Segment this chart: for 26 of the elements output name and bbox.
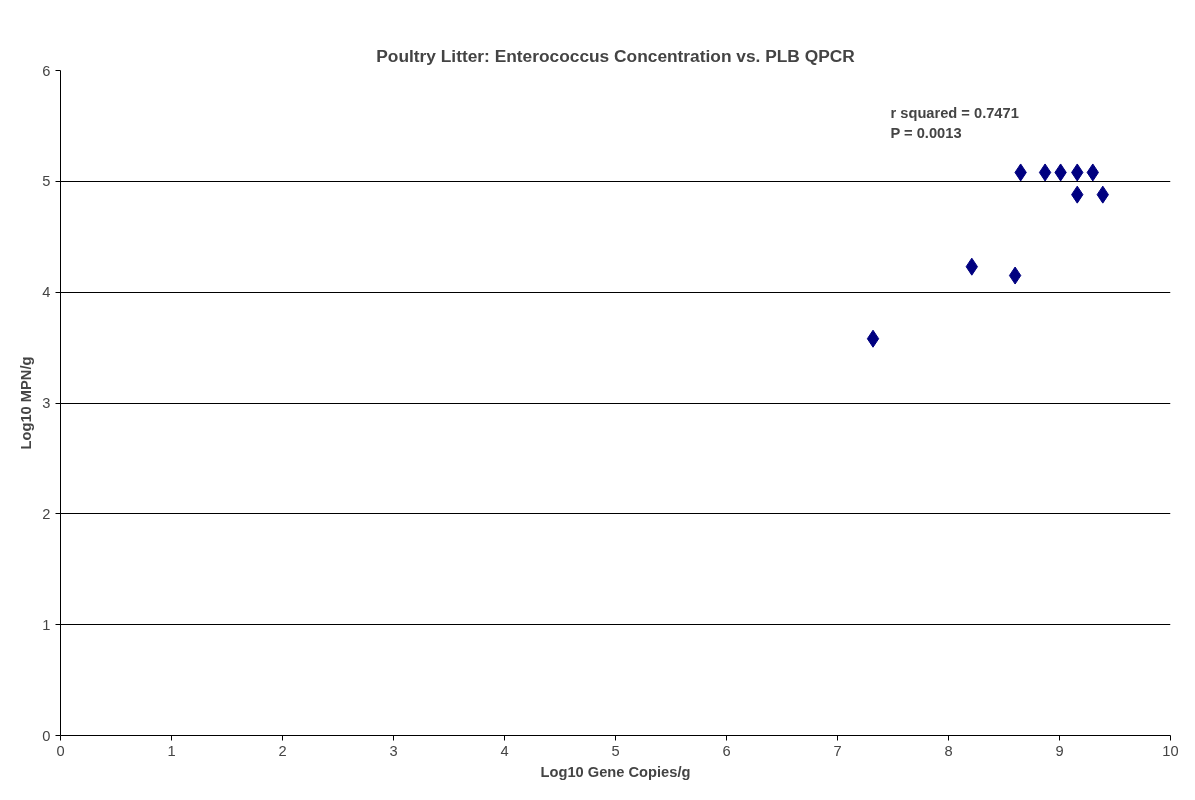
y-tick-label: 1 [42, 616, 51, 633]
x-tick-label: 0 [56, 742, 65, 759]
y-tick-label: 5 [42, 173, 51, 190]
y-tick-label: 6 [42, 62, 51, 79]
y-tick-label: 0 [42, 727, 51, 744]
x-tick-label: 5 [611, 742, 620, 759]
y-tick-label: 4 [42, 284, 51, 301]
point [866, 329, 880, 348]
x-tick-label: 10 [1162, 742, 1179, 759]
x-tick-label: 9 [1055, 742, 1064, 759]
annotation: r squared = 0.7471 [890, 104, 1019, 121]
x-tick-label: 4 [500, 742, 509, 759]
chart-title: Poultry Litter: Enterococcus Concentration vs. PLB QPCR [376, 45, 856, 66]
annotation: P = 0.0013 [890, 124, 962, 141]
y-tick-label: 2 [42, 505, 51, 522]
x-tick-label: 7 [833, 742, 842, 759]
x-tick-label: 1 [167, 742, 176, 759]
x-tick-label: 6 [722, 742, 731, 759]
x-tick-label: 2 [278, 742, 287, 759]
y-tick-label: 3 [42, 395, 51, 411]
x-tick-label: 8 [944, 742, 953, 759]
point [1038, 163, 1052, 182]
y-axis-title: Log10 MPN/g [18, 356, 35, 450]
point [1008, 266, 1022, 285]
x-tick-label: 3 [389, 742, 398, 759]
x-axis-title: Log10 Gene Copies/g [540, 763, 691, 780]
